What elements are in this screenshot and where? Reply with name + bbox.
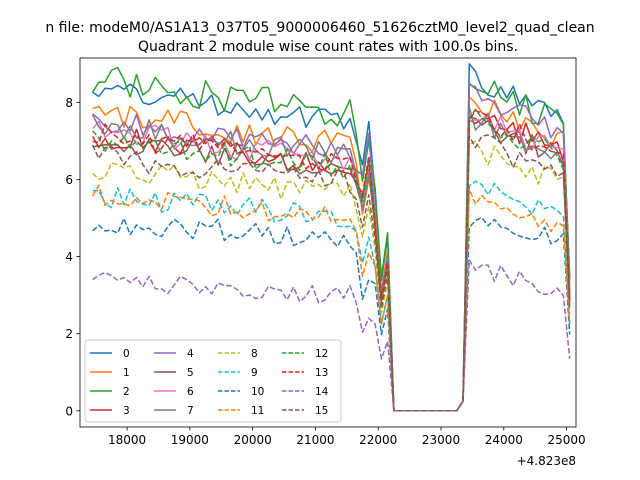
series-line-2: [91, 66, 571, 412]
x-tick-label: 19000: [171, 433, 209, 447]
legend-label: 3: [123, 405, 130, 417]
legend-label: 2: [123, 386, 130, 398]
series-line-14: [92, 259, 571, 412]
series-line-11: [91, 184, 571, 412]
legend-label: 6: [187, 386, 194, 398]
y-tick-label: 4: [65, 250, 73, 264]
x-tick-label: 21000: [296, 433, 334, 447]
series-line-12: [92, 108, 571, 412]
y-tick-label: 8: [65, 96, 73, 110]
legend-label: 1: [123, 367, 130, 379]
y-tick-label: 2: [65, 327, 73, 341]
plot-area: [79, 57, 577, 428]
x-offset-label: +4.823e8: [517, 454, 576, 468]
legend-label: 9: [251, 367, 258, 379]
series-line-13: [92, 110, 571, 412]
legend-label: 14: [315, 386, 329, 398]
series-line-9: [92, 180, 571, 412]
series-line-4: [92, 83, 571, 412]
y-tick-label: 0: [65, 404, 73, 418]
legend-label: 10: [251, 386, 264, 398]
y-tick-label: 6: [65, 173, 73, 187]
axes-frame: [79, 57, 577, 428]
legend-label: 7: [187, 405, 194, 417]
legend-label: 13: [315, 367, 328, 379]
series-line-0: [92, 63, 571, 412]
legend-label: 15: [315, 405, 328, 417]
figure-suptitle: n file: modeM0/AS1A13_037T05_9000006460_…: [45, 20, 594, 36]
legend-label: 12: [315, 348, 328, 360]
x-tick-label: 24000: [485, 433, 523, 447]
x-tick-label: 25000: [547, 433, 585, 447]
legend-frame: [84, 339, 342, 423]
legend-label: 11: [251, 405, 264, 417]
x-tick-label: 22000: [359, 433, 397, 447]
series-layer: [91, 63, 571, 412]
series-line-10: [92, 216, 571, 412]
legend-label: 4: [187, 348, 194, 360]
series-line-15: [91, 134, 571, 412]
legend-label: 0: [123, 348, 130, 360]
y-axis: 0 2 4 6 8: [65, 96, 80, 418]
legend-label: 5: [187, 367, 194, 379]
legend-label: 8: [251, 348, 258, 360]
x-tick-label: 20000: [234, 433, 272, 447]
chart-title: Quadrant 2 module wise count rates with …: [138, 39, 518, 55]
x-tick-label: 23000: [422, 433, 460, 447]
x-tick-label: 18000: [108, 433, 146, 447]
x-axis: 18000 19000 20000 21000 22000 23000 24000 25000: [108, 427, 586, 447]
